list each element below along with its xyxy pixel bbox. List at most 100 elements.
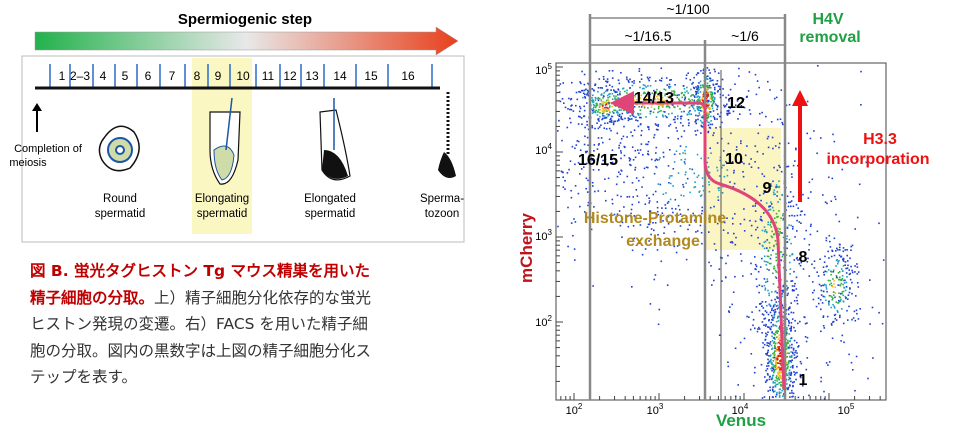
dot [614,99,616,101]
dot [674,161,676,163]
dot [814,260,816,262]
dot [786,318,788,320]
dot [707,67,709,69]
dot [819,284,821,286]
meiosis-label: Completion of [14,143,83,155]
step-label: 11 [262,69,275,83]
dot [805,336,807,338]
dot [603,96,605,98]
dot [694,100,696,102]
dot [779,228,781,230]
dot [719,268,721,270]
dot [763,307,765,309]
dot [646,167,648,169]
dot [782,215,784,217]
dot [678,205,680,207]
dot [617,195,619,197]
dot [797,303,799,305]
dot [772,148,774,150]
dot [787,293,789,295]
dot [779,199,781,201]
dot [846,286,848,288]
dot [829,284,831,286]
dot [829,361,831,363]
dot [771,226,773,228]
dot [563,186,565,188]
dot [561,140,563,142]
dot [765,241,767,243]
dot [683,186,685,188]
dot [609,84,611,86]
dot [767,350,769,352]
dot [633,80,635,82]
dot [604,190,606,192]
dot [845,261,847,263]
dot [750,113,752,115]
cell-label: spermatid [305,208,356,220]
dot [770,312,772,314]
cell-label: tozoon [425,208,460,220]
dot [748,90,750,92]
cell-label: Sperma- [420,193,464,205]
dot [564,188,566,190]
dot [778,393,780,395]
dot [729,112,731,114]
dot [790,268,792,270]
dot [606,89,608,91]
dot [768,206,770,208]
dot [614,91,616,93]
tick-exp: 3 [548,228,553,237]
dot [584,127,586,129]
dot [755,221,757,223]
dot [710,101,712,103]
dot [765,324,767,326]
dot [776,186,778,188]
dot [718,86,720,88]
dot [645,203,647,205]
dot [707,87,709,89]
tick-base: 10 [647,405,659,417]
dot [604,109,606,111]
dot [771,300,773,302]
dot [681,136,683,138]
dot [766,247,768,249]
dot [854,390,856,392]
dot [686,78,688,80]
dot [711,98,713,100]
dot [811,264,813,266]
dot [606,85,608,87]
dot [629,100,631,102]
dot [773,342,775,344]
dot [626,96,628,98]
dot [635,167,637,169]
dot [847,265,849,267]
dot [624,155,626,157]
dot [775,396,777,398]
dot [683,195,685,197]
dot [779,350,781,352]
dot [764,396,766,398]
dot [612,199,614,201]
dot [661,80,663,82]
dot [681,93,683,95]
dot [816,306,818,308]
dot [772,357,774,359]
dot [829,295,831,297]
dot [776,380,778,382]
dot [681,159,683,161]
dot [761,286,763,288]
dot [580,83,582,85]
dot [793,196,795,198]
dot [750,158,752,160]
dot [674,154,676,156]
dot [691,113,693,115]
dot [717,80,719,82]
dot [769,304,771,306]
dot [581,117,583,119]
dot [585,188,587,190]
dot [557,130,559,132]
dot [856,310,858,312]
dot [833,280,835,282]
dot [810,225,812,227]
dot [654,279,656,281]
